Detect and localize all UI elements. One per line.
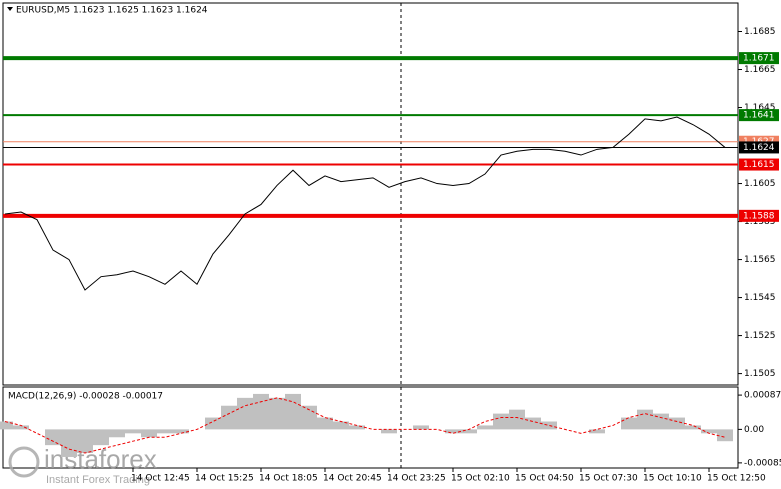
x-tick-label: 15 Oct 10:10 bbox=[643, 474, 702, 484]
level-label-box bbox=[739, 52, 779, 65]
y-tick-label: 0.00 bbox=[744, 425, 764, 435]
macd-bar bbox=[13, 425, 29, 430]
x-tick-label: 14 Oct 18:05 bbox=[259, 474, 318, 484]
macd-bar bbox=[653, 413, 669, 430]
macd-bar bbox=[285, 393, 301, 430]
level-label: 1.1588 bbox=[743, 211, 775, 221]
level-label: 1.1641 bbox=[743, 111, 775, 121]
level-label: 1.1671 bbox=[743, 54, 775, 64]
level-label-box bbox=[739, 158, 779, 171]
y-tick-label: 1.1605 bbox=[744, 179, 776, 189]
macd-bar bbox=[269, 397, 285, 430]
macd-bar bbox=[317, 417, 333, 430]
macd-bar bbox=[685, 425, 701, 430]
x-tick-label: 14 Oct 23:25 bbox=[387, 474, 446, 484]
x-tick-label: 15 Oct 02:10 bbox=[451, 474, 510, 484]
title-arrow bbox=[7, 7, 13, 11]
y-tick-label: 1.1645 bbox=[744, 103, 776, 113]
brand: instaforex bbox=[44, 444, 157, 474]
y-tick-label: 1.1525 bbox=[744, 331, 776, 341]
macd-bar bbox=[173, 429, 189, 434]
macd-bar bbox=[109, 429, 125, 438]
y-tick-label: 1.1545 bbox=[744, 293, 776, 303]
macd-bar bbox=[621, 417, 637, 430]
tagline: Instant Forex Trading bbox=[46, 474, 150, 486]
x-tick-label: 14 Oct 15:25 bbox=[195, 474, 254, 484]
macd-bar bbox=[509, 409, 525, 430]
macd-bar bbox=[45, 429, 61, 446]
macd-bar bbox=[61, 429, 77, 457]
macd-bar bbox=[237, 397, 253, 430]
macd-bar bbox=[349, 425, 365, 430]
x-tick-label: 14 Oct 20:45 bbox=[323, 474, 382, 484]
y-tick-label: 1.1565 bbox=[744, 255, 776, 265]
level-label-box bbox=[739, 209, 779, 222]
macd-bar bbox=[477, 425, 493, 430]
macd-bar bbox=[525, 417, 541, 430]
macd-bar bbox=[381, 429, 397, 434]
y-tick-label: -0.00085 bbox=[744, 458, 781, 468]
macd-bar bbox=[541, 421, 557, 430]
level-label: 1.1615 bbox=[743, 160, 775, 170]
macd-bar bbox=[461, 429, 477, 434]
y-tick-label: 0.00087 bbox=[744, 391, 781, 401]
macd-bar bbox=[445, 429, 461, 434]
macd-bar bbox=[717, 429, 733, 442]
macd-bar bbox=[0, 421, 13, 430]
macd-bar bbox=[221, 405, 237, 430]
macd-bar bbox=[589, 429, 605, 434]
level-label: 1.1624 bbox=[743, 143, 775, 153]
macd-bar bbox=[493, 413, 509, 430]
main-frame bbox=[2, 2, 739, 386]
x-tick-label: 15 Oct 12:50 bbox=[707, 474, 766, 484]
macd-bar bbox=[125, 429, 141, 434]
macd-bar bbox=[701, 429, 717, 434]
macd-bar bbox=[77, 429, 93, 454]
macd-title: MACD(12,26,9) -0.00028 -0.00017 bbox=[8, 392, 163, 402]
level-label-box bbox=[739, 109, 779, 122]
x-tick-label: 14 Oct 12:45 bbox=[131, 474, 190, 484]
macd-bar bbox=[637, 409, 653, 430]
y-tick-label: 1.1665 bbox=[744, 65, 776, 75]
macd-bar bbox=[669, 417, 685, 430]
x-tick-label: 15 Oct 07:30 bbox=[579, 474, 638, 484]
macd-bar bbox=[333, 421, 349, 430]
macd-bar bbox=[253, 393, 269, 430]
level-label-box bbox=[739, 141, 779, 154]
macd-bar bbox=[93, 429, 109, 446]
x-tick-label: 15 Oct 04:50 bbox=[515, 474, 574, 484]
macd-bar bbox=[205, 417, 221, 430]
signal-line bbox=[4, 397, 726, 454]
y-tick-label: 1.1685 bbox=[744, 27, 776, 37]
chart-title: EURUSD,M5 1.1623 1.1625 1.1623 1.1624 bbox=[16, 6, 208, 16]
logo-icon bbox=[8, 446, 40, 478]
price-line bbox=[4, 116, 726, 291]
macd-bar bbox=[157, 429, 173, 434]
macd-bar bbox=[141, 429, 157, 438]
macd-bar bbox=[413, 425, 429, 430]
y-tick-label: 1.1505 bbox=[744, 369, 776, 379]
y-tick-label: 1.1585 bbox=[744, 217, 776, 227]
